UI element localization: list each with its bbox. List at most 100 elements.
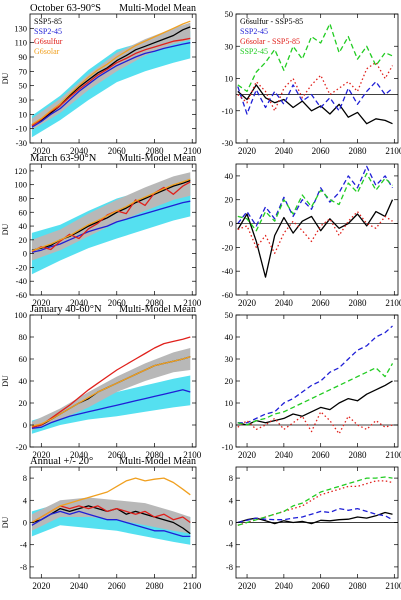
chart-title: October 63-90°S bbox=[30, 3, 101, 14]
x-tick-label: 2100 bbox=[385, 450, 401, 460]
y-tick-label: 40 bbox=[19, 221, 28, 231]
y-tick-label: 100 bbox=[14, 180, 27, 190]
y-tick-label: 40 bbox=[225, 171, 234, 181]
x-tick-label: 2100 bbox=[183, 581, 202, 591]
panel-2: 2020 2040 2060 2080 2100 -30 -10 10 30 50 G6sulfur… bbox=[222, 9, 401, 156]
y-tick-label: 20 bbox=[19, 235, 28, 245]
y-axis-label: DU bbox=[1, 517, 10, 529]
y-tick-label: 0 bbox=[23, 249, 27, 259]
y-tick-label: 40 bbox=[225, 332, 234, 342]
y-tick-label: 10 bbox=[225, 74, 234, 84]
series-line-2 bbox=[237, 165, 394, 227]
series-line-4 bbox=[31, 477, 191, 524]
plot-area bbox=[236, 165, 398, 278]
plot-frame bbox=[29, 163, 197, 296]
y-tick-label: 40 bbox=[19, 376, 28, 386]
y-tick-label: -10 bbox=[222, 106, 233, 116]
spread-band-gray bbox=[31, 497, 191, 534]
y-tick-label: -4 bbox=[20, 540, 28, 550]
y-tick-label: -60 bbox=[222, 290, 233, 300]
legend-entry-3: G6solar - SSP5-85 bbox=[240, 37, 300, 46]
series-line-2 bbox=[31, 42, 191, 128]
plot-area bbox=[236, 23, 398, 125]
y-tick-label: 20 bbox=[225, 195, 234, 205]
series-line-4 bbox=[31, 20, 191, 125]
y-tick-label: 110 bbox=[15, 38, 27, 48]
panel-6: 2020 2040 2060 2080 2100 -10 0 10 20 30 40 50 bbox=[222, 310, 401, 460]
x-tick-label: 2020 bbox=[32, 298, 51, 308]
y-tick-label: 50 bbox=[19, 81, 28, 91]
x-tick-label: 2020 bbox=[238, 450, 257, 460]
y-tick-label: -30 bbox=[16, 138, 27, 148]
x-tick-label: 2060 bbox=[312, 146, 331, 156]
x-tick-label: 2040 bbox=[275, 450, 294, 460]
spread-band-gray bbox=[31, 22, 191, 131]
plot-area bbox=[236, 325, 398, 435]
y-tick-label: 50 bbox=[225, 9, 234, 19]
x-tick-label: 2040 bbox=[275, 298, 294, 308]
x-tick-label: 2060 bbox=[108, 450, 127, 460]
y-tick-label: 60 bbox=[19, 207, 28, 217]
y-tick-label: 30 bbox=[225, 41, 234, 51]
series-line-1 bbox=[237, 84, 393, 125]
legend-entry-2: SSP2-45 bbox=[34, 27, 62, 36]
chart-title: March 63-90°N bbox=[30, 153, 97, 164]
series-line-4 bbox=[31, 356, 191, 427]
chart-subtitle: Multi-Model Mean bbox=[119, 304, 196, 315]
y-tick-label: -20 bbox=[16, 442, 27, 452]
series-line-2 bbox=[237, 325, 393, 424]
x-tick-label: 2020 bbox=[32, 450, 51, 460]
y-tick-label: -10 bbox=[222, 442, 233, 452]
plot-area bbox=[31, 172, 191, 275]
legend-entry-1: SSP5-85 bbox=[34, 17, 62, 26]
x-tick-label: 2040 bbox=[275, 146, 294, 156]
panel-7: 2020 2040 2060 2080 2100 -8 -4 0 4 8 DU Annual +/- … bbox=[1, 456, 202, 591]
x-tick-label: 2100 bbox=[183, 450, 202, 460]
y-tick-label: 30 bbox=[225, 354, 234, 364]
chart-title: Annual +/- 20° bbox=[30, 456, 93, 467]
y-tick-label: 20 bbox=[225, 376, 234, 386]
plot-area bbox=[31, 336, 191, 434]
series-line-1 bbox=[237, 511, 393, 525]
y-axis-label: DU bbox=[1, 73, 10, 85]
chart-subtitle: Multi-Model Mean bbox=[119, 3, 196, 14]
series-line-2 bbox=[31, 510, 191, 538]
x-tick-label: 2020 bbox=[238, 581, 257, 591]
series-line-4 bbox=[31, 178, 191, 252]
x-tick-label: 2080 bbox=[146, 146, 165, 156]
y-tick-label: 4 bbox=[229, 495, 234, 505]
plot-area bbox=[31, 20, 191, 138]
x-tick-label: 2060 bbox=[312, 298, 331, 308]
series-line-3 bbox=[237, 411, 393, 435]
series-line-1 bbox=[237, 380, 393, 426]
series-line-3 bbox=[31, 336, 191, 428]
y-tick-label: 70 bbox=[19, 66, 28, 76]
x-tick-label: 2100 bbox=[385, 146, 401, 156]
y-tick-label: -4 bbox=[226, 540, 234, 550]
y-tick-label: -60 bbox=[16, 290, 27, 300]
series-line-3 bbox=[237, 61, 394, 112]
series-line-4 bbox=[237, 476, 393, 526]
y-tick-label: 80 bbox=[19, 332, 28, 342]
plot-frame bbox=[29, 13, 197, 144]
x-tick-label: 2040 bbox=[70, 146, 89, 156]
y-tick-label: 8 bbox=[23, 473, 27, 483]
y-tick-label: 50 bbox=[225, 310, 234, 320]
panel-8: 2020 2040 2060 2080 2100 -8 -4 0 4 8 bbox=[226, 466, 401, 591]
x-tick-label: 2080 bbox=[349, 146, 368, 156]
y-tick-label: 10 bbox=[19, 109, 28, 119]
x-tick-label: 2060 bbox=[312, 450, 331, 460]
y-tick-label: -20 bbox=[222, 242, 233, 252]
y-tick-label: 80 bbox=[19, 193, 28, 203]
y-tick-label: 0 bbox=[23, 420, 27, 430]
x-tick-label: 2100 bbox=[183, 298, 202, 308]
x-tick-label: 2040 bbox=[70, 581, 89, 591]
series-line-2 bbox=[31, 200, 191, 253]
legend-entry-4: SSP2-45 bbox=[240, 47, 268, 56]
series-line-3 bbox=[31, 37, 191, 127]
y-tick-label: 0 bbox=[229, 219, 233, 229]
x-tick-label: 2060 bbox=[108, 298, 127, 308]
legend-entry-1: G6sulfur - SSP5-85 bbox=[240, 17, 303, 26]
